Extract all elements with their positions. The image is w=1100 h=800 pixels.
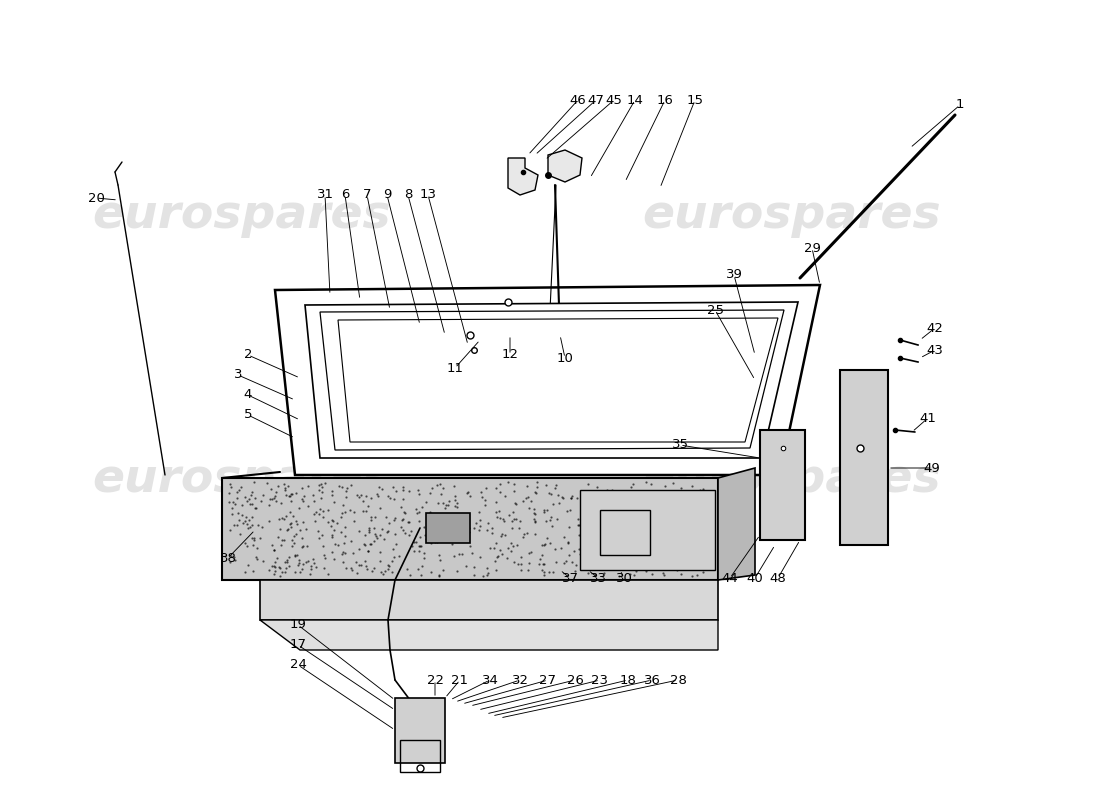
Text: 39: 39 bbox=[726, 269, 742, 282]
Text: 18: 18 bbox=[619, 674, 637, 686]
Text: 30: 30 bbox=[616, 571, 632, 585]
Text: 27: 27 bbox=[539, 674, 557, 686]
Polygon shape bbox=[580, 490, 715, 570]
Text: 22: 22 bbox=[427, 674, 443, 686]
Text: 48: 48 bbox=[770, 571, 786, 585]
Text: 47: 47 bbox=[587, 94, 604, 106]
Text: 21: 21 bbox=[451, 674, 469, 686]
Text: 26: 26 bbox=[566, 674, 583, 686]
Text: 23: 23 bbox=[592, 674, 608, 686]
Text: eurospares: eurospares bbox=[92, 458, 392, 502]
Text: 35: 35 bbox=[671, 438, 689, 451]
Text: 28: 28 bbox=[670, 674, 686, 686]
Bar bbox=[426, 513, 470, 543]
Text: 41: 41 bbox=[920, 411, 936, 425]
Text: 42: 42 bbox=[926, 322, 944, 334]
Polygon shape bbox=[760, 430, 805, 540]
Text: 37: 37 bbox=[561, 571, 579, 585]
Text: 46: 46 bbox=[570, 94, 586, 106]
Text: 43: 43 bbox=[926, 343, 944, 357]
Text: 10: 10 bbox=[557, 351, 573, 365]
Text: 14: 14 bbox=[627, 94, 644, 106]
Text: 38: 38 bbox=[220, 551, 236, 565]
Text: 20: 20 bbox=[88, 191, 104, 205]
Text: 33: 33 bbox=[590, 571, 606, 585]
Bar bbox=[400, 740, 440, 772]
Text: 12: 12 bbox=[502, 349, 518, 362]
Text: 1: 1 bbox=[956, 98, 965, 111]
Text: 16: 16 bbox=[657, 94, 673, 106]
Text: 17: 17 bbox=[289, 638, 307, 651]
Polygon shape bbox=[508, 158, 538, 195]
Text: 45: 45 bbox=[606, 94, 623, 106]
Text: 2: 2 bbox=[244, 349, 252, 362]
Text: 8: 8 bbox=[404, 189, 412, 202]
Polygon shape bbox=[548, 150, 582, 182]
Polygon shape bbox=[718, 468, 755, 580]
Text: 29: 29 bbox=[804, 242, 821, 254]
Text: 5: 5 bbox=[244, 409, 252, 422]
Text: 4: 4 bbox=[244, 389, 252, 402]
Text: 25: 25 bbox=[706, 303, 724, 317]
Bar bbox=[395, 698, 446, 763]
Text: 34: 34 bbox=[482, 674, 498, 686]
Text: eurospares: eurospares bbox=[642, 458, 942, 502]
Text: 36: 36 bbox=[644, 674, 660, 686]
Text: 3: 3 bbox=[233, 369, 242, 382]
Text: 40: 40 bbox=[747, 571, 763, 585]
Text: eurospares: eurospares bbox=[642, 194, 942, 238]
Text: 15: 15 bbox=[686, 94, 704, 106]
Polygon shape bbox=[260, 620, 718, 650]
Text: 32: 32 bbox=[512, 674, 528, 686]
Text: 19: 19 bbox=[289, 618, 307, 631]
Polygon shape bbox=[222, 478, 718, 580]
Text: 6: 6 bbox=[341, 189, 349, 202]
Text: 7: 7 bbox=[363, 189, 372, 202]
Text: 31: 31 bbox=[317, 189, 333, 202]
Text: 9: 9 bbox=[383, 189, 392, 202]
Text: 44: 44 bbox=[722, 571, 738, 585]
Polygon shape bbox=[260, 580, 718, 620]
Text: eurospares: eurospares bbox=[92, 194, 392, 238]
Text: 13: 13 bbox=[419, 189, 437, 202]
Text: 11: 11 bbox=[447, 362, 463, 374]
Polygon shape bbox=[305, 302, 798, 458]
Polygon shape bbox=[275, 285, 820, 475]
Polygon shape bbox=[840, 370, 888, 545]
Text: 24: 24 bbox=[289, 658, 307, 671]
Text: 49: 49 bbox=[924, 462, 940, 474]
